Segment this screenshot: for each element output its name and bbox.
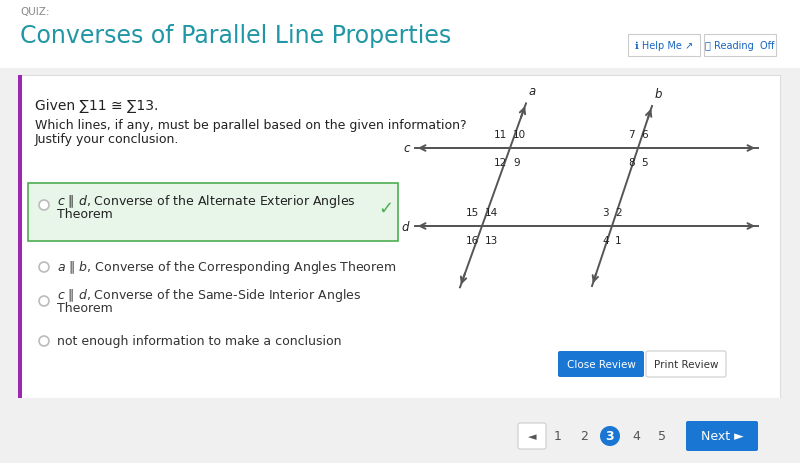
Bar — [628, 35, 700, 57]
Text: 3: 3 — [606, 430, 614, 443]
Circle shape — [600, 426, 620, 446]
Text: 1: 1 — [615, 236, 622, 245]
Text: 2: 2 — [615, 207, 622, 218]
Text: 5: 5 — [658, 430, 666, 443]
Text: 14: 14 — [485, 207, 498, 218]
Text: Next ►: Next ► — [701, 430, 743, 443]
Text: Theorem: Theorem — [57, 302, 113, 315]
Text: QUIZ:: QUIZ: — [20, 7, 50, 17]
FancyBboxPatch shape — [558, 351, 644, 377]
Bar — [704, 35, 776, 57]
Text: 4: 4 — [602, 236, 609, 245]
Text: Theorem: Theorem — [57, 208, 113, 221]
Text: $d$: $d$ — [402, 219, 411, 233]
FancyBboxPatch shape — [646, 351, 726, 377]
Bar — [18, 76, 780, 398]
Text: 16: 16 — [466, 236, 479, 245]
Text: 9: 9 — [513, 158, 520, 168]
Bar — [0, 398, 800, 463]
Text: 7: 7 — [628, 130, 635, 140]
Text: $c$: $c$ — [402, 142, 411, 155]
Text: Justify your conclusion.: Justify your conclusion. — [35, 133, 179, 146]
Text: 8: 8 — [628, 158, 635, 168]
Text: 11: 11 — [494, 130, 507, 140]
Text: 5: 5 — [641, 158, 648, 168]
Text: $c$ ∥ $d$, Converse of the Same-Side Interior Angles: $c$ ∥ $d$, Converse of the Same-Side Int… — [57, 286, 362, 303]
Text: 15: 15 — [466, 207, 479, 218]
Text: 4: 4 — [632, 430, 640, 443]
Text: $a$: $a$ — [528, 85, 537, 98]
Text: $b$: $b$ — [654, 87, 663, 101]
Bar — [0, 0, 800, 69]
Text: 🎧 Reading  Off: 🎧 Reading Off — [706, 41, 774, 51]
Text: 13: 13 — [485, 236, 498, 245]
Circle shape — [39, 200, 49, 211]
Circle shape — [39, 263, 49, 272]
Circle shape — [39, 336, 49, 346]
Text: Converses of Parallel Line Properties: Converses of Parallel Line Properties — [20, 24, 451, 48]
Text: Given ∑11 ≅ ∑13.: Given ∑11 ≅ ∑13. — [35, 99, 158, 113]
Text: 1: 1 — [554, 430, 562, 443]
Text: ◄: ◄ — [528, 431, 536, 441]
FancyBboxPatch shape — [518, 423, 546, 449]
Bar — [28, 184, 398, 242]
Text: Which lines, if any, must be parallel based on the given information?: Which lines, if any, must be parallel ba… — [35, 119, 466, 132]
Text: $c$ ∥ $d$, Converse of the Alternate Exterior Angles: $c$ ∥ $d$, Converse of the Alternate Ext… — [57, 192, 356, 209]
Text: 12: 12 — [494, 158, 507, 168]
Text: not enough information to make a conclusion: not enough information to make a conclus… — [57, 335, 342, 348]
Text: 10: 10 — [513, 130, 526, 140]
Circle shape — [39, 296, 49, 307]
Text: 3: 3 — [602, 207, 609, 218]
Text: ✓: ✓ — [378, 200, 394, 218]
Text: Close Review: Close Review — [566, 359, 635, 369]
FancyBboxPatch shape — [686, 421, 758, 451]
Text: ℹ Help Me ↗: ℹ Help Me ↗ — [635, 41, 693, 51]
Text: Print Review: Print Review — [654, 359, 718, 369]
Bar — [18, 76, 22, 398]
Text: 2: 2 — [580, 430, 588, 443]
Text: 6: 6 — [641, 130, 648, 140]
Text: $a$ ∥ $b$, Converse of the Corresponding Angles Theorem: $a$ ∥ $b$, Converse of the Corresponding… — [57, 259, 396, 276]
